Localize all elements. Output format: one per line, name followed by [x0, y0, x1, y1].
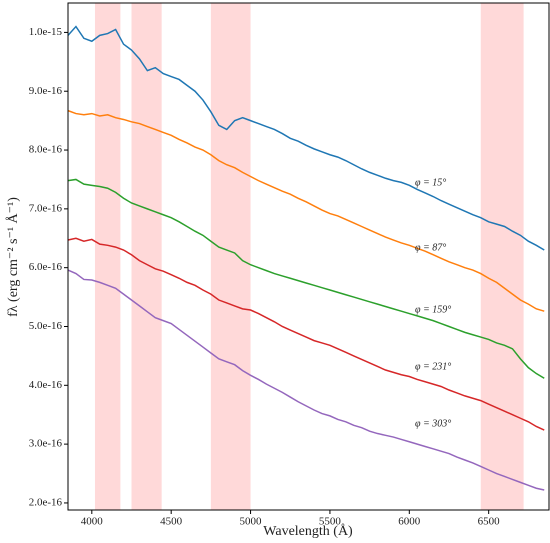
x-tick-label: 4500 — [160, 516, 183, 528]
series-label: φ = 15° — [415, 177, 446, 188]
shaded-region — [210, 3, 251, 510]
x-tick-label: 4000 — [81, 516, 104, 528]
x-tick-label: 5000 — [240, 516, 263, 528]
shaded-region — [131, 3, 162, 510]
plot-frame — [67, 2, 550, 511]
series-line — [67, 109, 545, 312]
series-line — [67, 237, 545, 431]
x-tick-label: 5500 — [319, 516, 342, 528]
y-tick-label: 5.0e-16 — [29, 320, 63, 332]
y-tick-label: 9.0e-16 — [29, 85, 63, 97]
series-label: φ = 231° — [415, 361, 451, 372]
y-tick-label: 8.0e-16 — [29, 144, 63, 156]
shaded-region — [94, 3, 121, 510]
x-tick-label: 6500 — [478, 516, 501, 528]
series-line — [67, 178, 545, 379]
series-label: φ = 159° — [415, 304, 451, 315]
y-axis-label: fλ (erg cm⁻² s⁻¹ Å⁻¹) — [5, 197, 21, 317]
y-tick-label: 1.0e-15 — [29, 26, 63, 38]
x-axis-label: Wavelength (Å) — [263, 523, 353, 539]
series-line — [67, 269, 545, 491]
shaded-region — [480, 3, 524, 510]
y-tick-label: 7.0e-16 — [29, 202, 63, 214]
x-tick-label: 6000 — [398, 516, 421, 528]
series-label: φ = 303° — [415, 418, 451, 429]
y-tick-label: 6.0e-16 — [29, 261, 63, 273]
series-line — [67, 25, 545, 251]
y-tick-label: 3.0e-16 — [29, 438, 63, 450]
series-label: φ = 87° — [415, 242, 446, 253]
y-tick-label: 2.0e-16 — [29, 496, 63, 508]
y-tick-label: 4.0e-16 — [29, 379, 63, 391]
